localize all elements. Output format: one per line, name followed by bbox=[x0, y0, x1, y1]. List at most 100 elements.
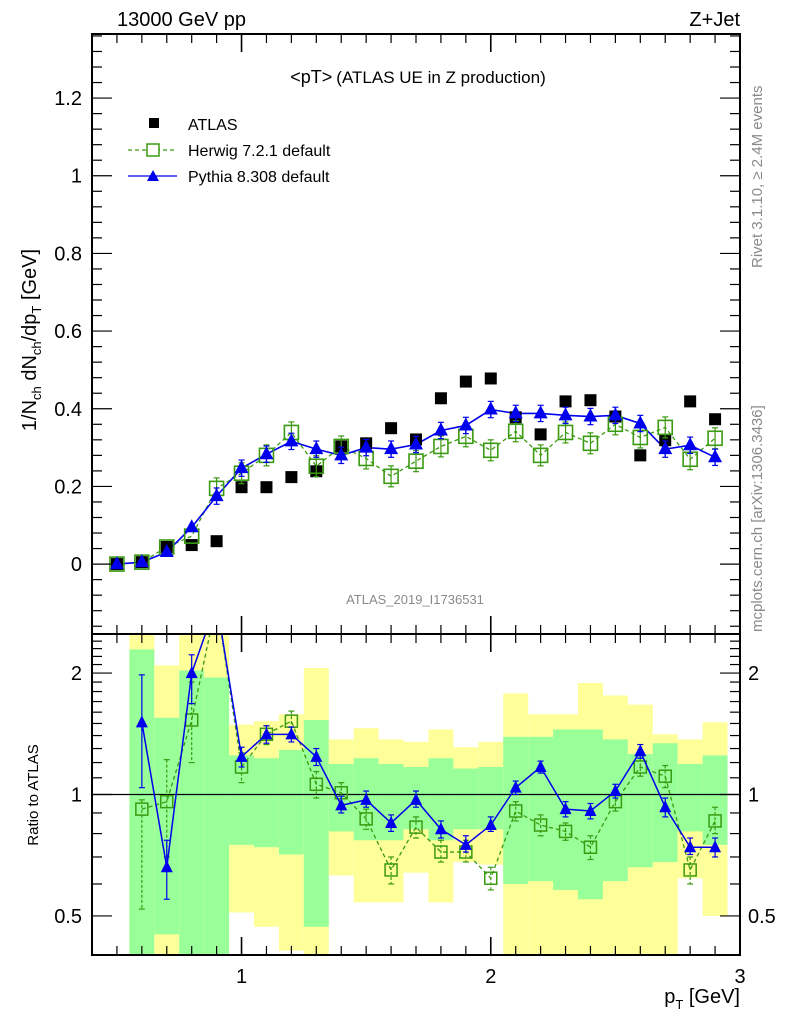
plot-title-main: <pT> bbox=[290, 67, 332, 87]
point-herwig bbox=[532, 447, 549, 464]
legend-label-atlas: ATLAS bbox=[188, 117, 238, 134]
point-atlas bbox=[459, 375, 472, 388]
point-atlas bbox=[634, 449, 647, 462]
point-herwig bbox=[657, 419, 674, 436]
point-atlas bbox=[684, 395, 697, 408]
ratio-point-pythia bbox=[684, 840, 697, 853]
ratio-point-pythia bbox=[235, 749, 248, 762]
band-inner bbox=[204, 677, 230, 955]
ratio-point-pythia bbox=[310, 749, 323, 762]
point-pythia bbox=[384, 441, 399, 455]
ratio-point-herwig bbox=[309, 777, 324, 792]
y-tick-label: 0.6 bbox=[54, 321, 82, 343]
main-plot bbox=[109, 372, 723, 572]
point-pythia bbox=[209, 488, 224, 502]
ratio-point-herwig bbox=[708, 814, 722, 828]
point-atlas bbox=[434, 392, 447, 405]
x-tick-label: 1 bbox=[236, 966, 247, 988]
plot-title: <pT> (ATLAS UE in Z production) bbox=[290, 67, 545, 87]
band-inner bbox=[278, 749, 304, 855]
y-tick-label: 1.2 bbox=[54, 88, 82, 110]
band-inner bbox=[677, 764, 703, 832]
y-tick-label: 0 bbox=[71, 554, 82, 576]
line-pythia bbox=[116, 408, 716, 565]
x-tick-label: 2 bbox=[485, 966, 496, 988]
point-pythia bbox=[658, 441, 673, 455]
ratio-y-tick-label-right: 2 bbox=[748, 663, 759, 685]
point-atlas bbox=[709, 413, 722, 426]
analysis-id-label: ATLAS_2019_I1736531 bbox=[346, 592, 484, 607]
legend-marker-atlas bbox=[149, 118, 159, 128]
point-pythia bbox=[458, 417, 473, 431]
point-pythia bbox=[134, 554, 149, 568]
legend: ATLAS Herwig 7.2.1 default Pythia 8.308 … bbox=[128, 117, 331, 186]
ratio-point-pythia bbox=[160, 860, 173, 873]
ratio-y-tick-label: 1 bbox=[71, 785, 82, 807]
ratio-point-herwig bbox=[533, 818, 548, 832]
main-series bbox=[109, 372, 723, 572]
ratio-point-pythia bbox=[709, 840, 722, 853]
ratio-point-pythia bbox=[360, 792, 373, 805]
point-pythia bbox=[708, 449, 723, 463]
ratio-point-herwig bbox=[434, 845, 448, 859]
point-pythia bbox=[683, 437, 698, 451]
point-atlas bbox=[260, 481, 273, 494]
y-tick-label: 0.4 bbox=[54, 399, 82, 421]
ratio-point-pythia bbox=[509, 780, 522, 793]
legend-item-herwig: Herwig 7.2.1 default bbox=[128, 143, 331, 160]
ratio-point-pythia bbox=[584, 804, 597, 817]
ratio-y-tick-label-right: 0.5 bbox=[748, 906, 776, 928]
ratio-point-pythia bbox=[559, 802, 572, 815]
band-inner bbox=[528, 736, 554, 882]
point-pythia bbox=[409, 436, 423, 450]
ratio-y-axis-title: Ratio to ATLAS bbox=[25, 744, 42, 845]
mcplots-label: mcplots.cern.ch [arXiv:1306.3436] bbox=[749, 405, 766, 632]
x-tick-label: 3 bbox=[734, 966, 745, 988]
point-pythia bbox=[508, 405, 523, 419]
ratio-point-pythia bbox=[385, 815, 398, 828]
point-pythia bbox=[259, 446, 274, 460]
band-inner bbox=[453, 768, 479, 830]
point-pythia bbox=[359, 439, 374, 453]
point-herwig bbox=[383, 468, 399, 485]
rivet-label: Rivet 3.1.10, ≥ 2.4M events bbox=[749, 86, 766, 269]
y-tick-label: 0.8 bbox=[54, 243, 82, 265]
point-atlas bbox=[659, 434, 672, 447]
ratio-plot bbox=[92, 595, 740, 955]
point-pythia bbox=[608, 407, 623, 421]
ratio-point-herwig bbox=[484, 871, 498, 885]
ratio-point-pythia bbox=[634, 744, 647, 757]
ratio-point-pythia bbox=[434, 822, 447, 835]
point-pythia bbox=[284, 433, 299, 447]
x-axis-title: pT [GeV] bbox=[664, 986, 740, 1012]
ratio-point-pythia bbox=[211, 595, 223, 607]
band-inner bbox=[254, 758, 279, 848]
point-pythia bbox=[109, 556, 124, 570]
ratio-line-pythia bbox=[141, 634, 716, 868]
ratio-point-herwig bbox=[160, 794, 174, 809]
legend-label-pythia: Pythia 8.308 default bbox=[188, 169, 330, 186]
point-herwig bbox=[308, 458, 325, 475]
ratio-point-pythia bbox=[185, 666, 198, 679]
ratio-point-herwig bbox=[135, 802, 149, 816]
point-herwig bbox=[582, 435, 599, 452]
ratio-point-pythia bbox=[534, 759, 547, 772]
y-tick-label: 0.2 bbox=[54, 476, 82, 498]
ratio-point-pythia bbox=[285, 727, 298, 740]
ratio-point-pythia bbox=[410, 792, 422, 805]
point-pythia bbox=[234, 460, 249, 474]
point-pythia bbox=[159, 544, 174, 558]
band-inner bbox=[503, 736, 529, 884]
point-herwig bbox=[507, 423, 524, 440]
point-pythia bbox=[309, 441, 324, 455]
point-pythia bbox=[633, 415, 648, 429]
point-pythia bbox=[184, 519, 199, 533]
band-inner bbox=[702, 755, 728, 845]
point-pythia bbox=[334, 447, 349, 461]
ratio-point-herwig bbox=[558, 824, 573, 839]
point-pythia bbox=[583, 408, 598, 422]
point-herwig bbox=[408, 453, 424, 469]
point-atlas bbox=[385, 422, 398, 435]
legend-item-pythia: Pythia 8.308 default bbox=[128, 169, 330, 186]
ratio-point-pythia bbox=[459, 837, 472, 850]
